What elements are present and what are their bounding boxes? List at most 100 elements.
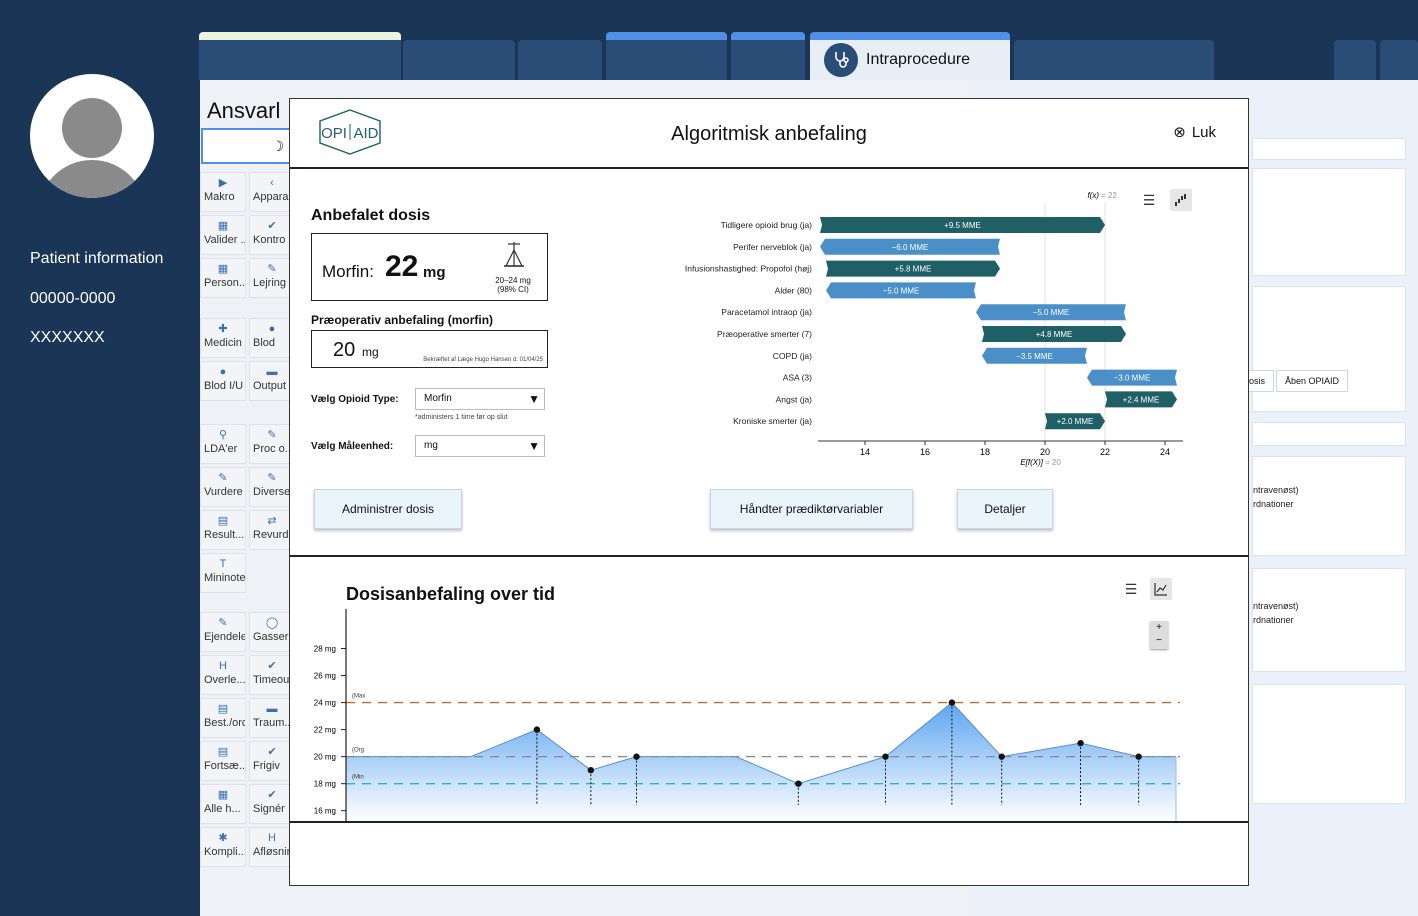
avatar-head bbox=[62, 98, 122, 158]
tool-button[interactable]: H Afløsning bbox=[249, 827, 295, 867]
tool-button[interactable]: ▤ Result... bbox=[200, 510, 246, 550]
x-tick-label: 16 bbox=[920, 447, 930, 457]
tool-icon: ✎ bbox=[218, 617, 228, 629]
tab-intraprocedure[interactable]: Intraprocedure bbox=[810, 32, 1010, 80]
tool-button[interactable]: ✎ Proc o... bbox=[249, 424, 295, 464]
waterfall-bar-label: +5.8 MME bbox=[895, 265, 932, 274]
opiaid-logo: OPI AID bbox=[319, 109, 381, 155]
feature-label: Tidligere opioid brug (ja) bbox=[721, 220, 813, 230]
tool-icon: H bbox=[219, 660, 227, 672]
tool-button[interactable]: ✱ Kompli... bbox=[200, 827, 246, 867]
open-opiaid-button[interactable]: Åben OPIAID bbox=[1276, 370, 1349, 392]
dose-marker bbox=[882, 753, 889, 760]
tool-label: Mininote bbox=[204, 572, 246, 584]
tool-button[interactable]: ✎ Ejendele bbox=[200, 612, 246, 652]
tab-7[interactable] bbox=[1014, 40, 1214, 80]
tool-icon: ▤ bbox=[217, 746, 229, 758]
tool-label: Blod bbox=[253, 337, 276, 349]
tool-button[interactable]: ▬ Output bbox=[249, 361, 295, 401]
menu-icon[interactable]: ☰ bbox=[1142, 191, 1156, 208]
tool-label: Ejendele bbox=[204, 631, 246, 643]
dropdown-arrow-icon: ▼ bbox=[528, 439, 540, 453]
details-button[interactable]: Detaljer bbox=[957, 489, 1053, 529]
tool-button[interactable]: ✚ Medicin bbox=[200, 318, 246, 358]
tool-label: Alle h... bbox=[204, 803, 241, 815]
tab-3[interactable] bbox=[518, 40, 602, 80]
tool-button[interactable]: ✔ Kontro bbox=[249, 215, 295, 255]
dose-marker bbox=[998, 753, 1005, 760]
tool-label: Medicin bbox=[204, 337, 242, 349]
close-label: Luk bbox=[1191, 123, 1216, 141]
logo-text-right: AID bbox=[353, 125, 378, 142]
tool-label: Lejring bbox=[253, 277, 287, 289]
waterfall-bar bbox=[1087, 369, 1177, 386]
opioid-type-label: Vælg Opioid Type: bbox=[311, 394, 399, 405]
y-tick-label: 20 mg bbox=[314, 753, 336, 762]
waterfall-chart: f(x) = 22 14 16 18 20 22 24 E[f(X)] = 20 +9.5 MME T… bbox=[685, 191, 1183, 467]
opioid-type-select[interactable]: Morfin ▼ bbox=[415, 388, 545, 410]
tool-label: Appara bbox=[253, 191, 289, 203]
administer-dose-button[interactable]: Administrer dosis bbox=[314, 489, 462, 529]
feature-label: ASA (3) bbox=[783, 373, 812, 383]
tool-button[interactable]: ▶ Makro bbox=[200, 172, 246, 212]
dose-value: 22 bbox=[385, 250, 419, 283]
tool-button[interactable]: ▦ Person... bbox=[200, 258, 246, 298]
dose-area bbox=[346, 702, 1176, 821]
zoom-in-icon[interactable]: + bbox=[1156, 622, 1162, 633]
tab-2[interactable] bbox=[403, 40, 515, 80]
tool-icon: ▬ bbox=[266, 703, 278, 715]
tab-9[interactable] bbox=[1380, 40, 1418, 80]
tool-button[interactable]: ▬ Traum... bbox=[249, 698, 295, 738]
waterfall-toolbar: ☰ bbox=[1138, 189, 1192, 211]
tool-button[interactable]: ▤ Fortsæ... bbox=[200, 741, 246, 781]
tool-button[interactable]: ▦ Valider ... bbox=[200, 215, 246, 255]
tool-button[interactable]: ⚲ LDA'er bbox=[200, 424, 246, 464]
y-tick-label: 28 mg bbox=[314, 645, 336, 654]
tool-button[interactable]: ● Blod I/U bbox=[200, 361, 246, 401]
y-tick-label: 16 mg bbox=[314, 807, 336, 816]
tool-label: Valider ... bbox=[204, 234, 246, 246]
zoom-control[interactable]: + − bbox=[1150, 621, 1168, 649]
tab-1[interactable] bbox=[199, 32, 401, 80]
dose-range-value: 20–24 mg bbox=[495, 276, 531, 285]
tool-label: Timeout bbox=[253, 674, 293, 686]
close-button[interactable]: ⊗ Luk bbox=[1173, 123, 1216, 142]
handle-predictors-button[interactable]: Håndter prædiktørvariabler bbox=[710, 489, 913, 529]
tool-button[interactable]: ✔ Frigiv bbox=[249, 741, 295, 781]
tool-button[interactable]: ✔ Timeout bbox=[249, 655, 295, 695]
tool-button[interactable]: ✎ Vurdere bbox=[200, 467, 246, 507]
tab-5[interactable] bbox=[731, 32, 805, 80]
tool-label: Revurd... bbox=[253, 529, 295, 541]
avatar bbox=[30, 74, 154, 198]
y-tick-label: 26 mg bbox=[314, 672, 336, 681]
tool-button[interactable]: H Overle... bbox=[200, 655, 246, 695]
feature-label: COPD (ja) bbox=[773, 351, 812, 361]
tool-button[interactable]: ‹ Appara bbox=[249, 172, 295, 212]
unit-select[interactable]: mg ▼ bbox=[415, 435, 545, 457]
tab-4[interactable] bbox=[606, 32, 727, 80]
tool-button[interactable]: ▦ Alle h... bbox=[200, 784, 246, 824]
tool-button[interactable]: T Mininote bbox=[200, 553, 246, 593]
zoom-out-icon[interactable]: − bbox=[1156, 635, 1162, 646]
tool-button[interactable]: ▤ Best./ord. bbox=[200, 698, 246, 738]
tab-8[interactable] bbox=[1334, 40, 1376, 80]
waterfall-bar-label: −3.0 MME bbox=[1114, 374, 1151, 383]
menu-icon[interactable]: ☰ bbox=[1124, 580, 1138, 597]
feature-label: Kroniske smerter (ja) bbox=[733, 416, 812, 426]
moon-icon: ☽ bbox=[271, 138, 284, 154]
reference-line-label: (Max bbox=[352, 694, 365, 700]
right-card-1 bbox=[1252, 138, 1406, 160]
opioid-note: *administers 1 time før op slut bbox=[415, 414, 508, 421]
right-card-line: rdnationer bbox=[1253, 615, 1294, 625]
right-card-7 bbox=[1252, 684, 1406, 804]
tool-icon: ✎ bbox=[267, 472, 277, 484]
tool-icon: ✎ bbox=[267, 429, 277, 441]
preop-unit: mg bbox=[362, 345, 379, 359]
dose-unit: mg bbox=[423, 264, 446, 281]
tool-button[interactable]: ● Blod bbox=[249, 318, 295, 358]
line-chart-icon[interactable] bbox=[1150, 578, 1172, 600]
dose-marker bbox=[1135, 753, 1142, 760]
tool-label: Gasser bbox=[253, 631, 289, 643]
background-search-bar[interactable]: ☽ bbox=[201, 128, 296, 164]
waterfall-chart-icon[interactable] bbox=[1170, 189, 1192, 211]
